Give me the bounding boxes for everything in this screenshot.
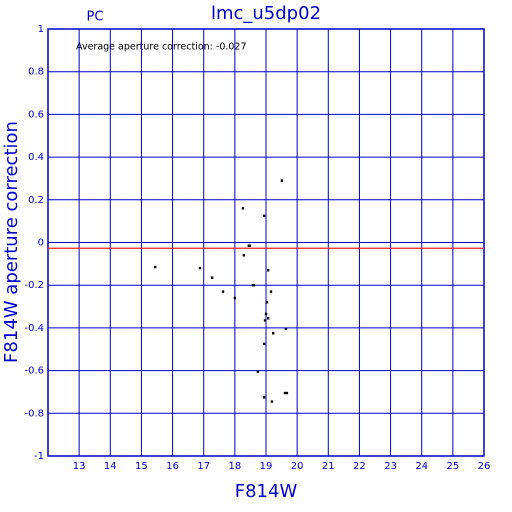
point [270,400,274,403]
point [262,214,266,218]
point [233,296,237,300]
y-tick-label: -0.2 [24,280,44,291]
x-tick-label: 17 [197,461,210,472]
point [198,266,202,270]
point [266,317,270,320]
point [248,244,252,247]
point [241,207,245,210]
y-tick-label: 0.2 [28,195,44,206]
x-tick-label: 13 [73,461,86,472]
point [221,290,225,293]
subtitle: PC [87,10,104,25]
y-axis-label: F814W aperture correction [1,121,22,363]
point [280,179,284,182]
point [271,332,275,335]
chart-title: lmc_u5dp02 [211,3,321,24]
y-tick-label: -0.4 [24,323,44,334]
x-tick-label: 25 [446,461,459,472]
point [210,276,214,279]
x-tick-label: 26 [478,461,491,472]
annotation: Average aperture correction: -0.027 [76,42,247,53]
x-tick-label: 24 [415,461,428,472]
x-tick-label: 19 [260,461,273,472]
point [263,319,267,322]
point [284,327,288,331]
point [285,391,289,395]
x-tick-label: 22 [353,461,366,472]
y-tick-label: 0.8 [28,67,44,78]
y-tick-label: 1 [38,24,44,35]
point [266,269,270,272]
y-tick-label: 0.6 [28,109,44,120]
x-tick-label: 23 [384,461,397,472]
point [283,391,287,395]
point [252,284,256,287]
point [262,396,266,399]
point [262,342,266,346]
x-tick-label: 15 [135,461,148,472]
y-tick-label: 0 [38,238,44,249]
y-tick-label: -0.8 [24,408,44,419]
y-tick-label: 0.4 [28,152,44,163]
point [242,254,246,257]
x-tick-label: 14 [104,461,117,472]
x-tick-label: 21 [322,461,335,472]
point [269,290,273,293]
point [153,265,157,269]
point [264,312,268,316]
y-tick-label: -1 [34,451,44,462]
x-tick-label: 16 [166,461,179,472]
x-axis-label: F814W [235,481,298,502]
point [265,301,269,304]
x-tick-label: 20 [291,461,304,472]
point [256,370,260,373]
plot-frame [47,28,485,457]
x-tick-label: 18 [228,461,241,472]
y-tick-label: -0.6 [24,366,44,377]
